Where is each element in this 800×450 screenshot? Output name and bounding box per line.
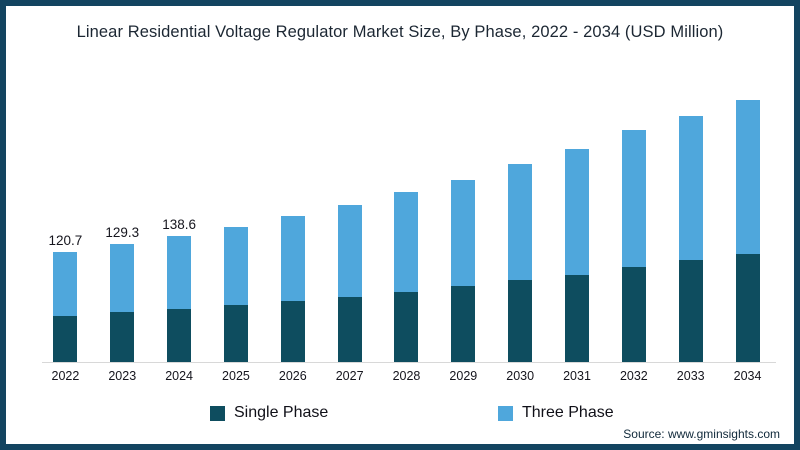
- single-phase-swatch-icon: [210, 405, 225, 421]
- bar-column: [435, 179, 492, 363]
- chart-title: Linear Residential Voltage Regulator Mar…: [76, 23, 724, 41]
- bar-value-label: 129.3: [105, 225, 140, 241]
- single-phase-segment: [53, 315, 78, 363]
- three-phase-segment: [167, 235, 192, 309]
- bar-column: [719, 99, 776, 363]
- bar-column: [549, 148, 606, 363]
- three-phase-segment: [53, 251, 78, 316]
- three-phase-segment: [735, 99, 760, 254]
- bar-column: [321, 204, 378, 363]
- single-phase-segment: [678, 259, 703, 363]
- single-phase-segment: [565, 274, 590, 363]
- bar-column: [208, 226, 265, 363]
- bar-column: [492, 164, 549, 363]
- three-phase-segment: [678, 115, 703, 260]
- x-axis-label: 2032: [619, 369, 648, 383]
- bar-column: 138.6: [151, 216, 208, 363]
- bar-column: [662, 115, 719, 363]
- three-phase-segment: [451, 179, 476, 287]
- bar-column: 120.7: [37, 233, 94, 363]
- x-axis-label: 2022: [51, 369, 80, 383]
- three-phase-segment: [394, 192, 419, 293]
- bar-value-label: 138.6: [162, 216, 196, 232]
- legend-item-three-phase: Three Phase: [498, 404, 614, 422]
- legend-item-label: Three Phase: [522, 404, 614, 421]
- source-text: Source: www.gminsights.com: [623, 427, 780, 441]
- x-axis-label: 2030: [506, 369, 535, 383]
- x-axis-label: 2027: [335, 369, 364, 383]
- legend-item-single-phase: Single Phase: [210, 404, 328, 422]
- x-axis-label: 2033: [676, 369, 705, 383]
- x-axis-label: 2029: [449, 369, 478, 383]
- three-phase-segment: [337, 204, 362, 297]
- x-axis-line: [42, 362, 776, 363]
- single-phase-segment: [337, 296, 362, 363]
- single-phase-segment: [621, 266, 646, 363]
- single-phase-segment: [167, 309, 192, 363]
- legend-item-label: Single Phase: [234, 404, 329, 421]
- three-phase-segment: [223, 226, 248, 305]
- bar-column: 129.3: [94, 225, 151, 363]
- single-phase-segment: [508, 279, 533, 363]
- bar-value-label: 120.7: [48, 232, 83, 248]
- x-axis-label: 2024: [165, 369, 194, 383]
- bar-column: [605, 129, 662, 363]
- three-phase-segment: [508, 164, 533, 280]
- three-phase-segment: [280, 215, 305, 302]
- single-phase-segment: [110, 312, 135, 363]
- single-phase-segment: [394, 292, 419, 363]
- x-axis-label: 2023: [108, 369, 137, 383]
- bars-container: 120.7 129.3 138.6: [37, 33, 776, 363]
- single-phase-segment: [735, 253, 760, 363]
- x-axis-label: 2028: [392, 369, 421, 383]
- single-phase-segment: [280, 301, 305, 363]
- bar-column: [264, 215, 321, 363]
- three-phase-segment: [110, 244, 135, 313]
- three-phase-segment: [621, 129, 646, 267]
- plot-area: 120.7 129.3 138.6 2022 2023 2024 2025 2026 2027…: [37, 33, 776, 383]
- single-phase-segment: [451, 286, 476, 363]
- x-axis-label: 2034: [733, 369, 762, 383]
- x-axis-labels: 2022 2023 2024 2025 2026 2027 2028 2029 2030 2031…: [37, 369, 776, 383]
- x-axis-label: 2025: [222, 369, 250, 383]
- three-phase-swatch-icon: [498, 405, 513, 421]
- x-axis-label: 2026: [278, 369, 307, 383]
- bar-column: [378, 192, 435, 363]
- three-phase-segment: [565, 148, 590, 275]
- x-axis-label: 2031: [563, 369, 591, 383]
- single-phase-segment: [223, 304, 248, 363]
